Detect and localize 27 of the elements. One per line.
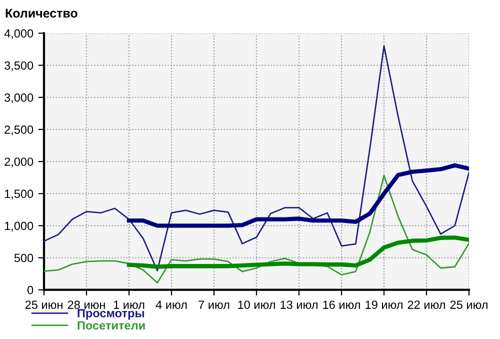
- legend-label: Посетители: [78, 321, 145, 330]
- x-tick-label: 25 июл: [450, 300, 488, 309]
- y-tick-label: 2,000: [4, 158, 34, 168]
- x-tick-label: 25 июн: [25, 300, 62, 309]
- line-series: [126, 163, 469, 228]
- legend-label: Просмотры: [78, 309, 144, 320]
- line-series: [44, 45, 469, 272]
- x-tick-label: 22 июл: [408, 300, 445, 309]
- line-series: [44, 174, 469, 284]
- x-tick-label: 28 июн: [68, 300, 105, 309]
- line-series: [126, 235, 469, 269]
- x-tick-label: 16 июл: [323, 300, 360, 309]
- y-axis-title: Количество: [6, 8, 78, 18]
- y-tick-label: 0: [27, 286, 34, 294]
- x-tick-label: 1 июл: [114, 300, 144, 309]
- y-tick-label: 500: [14, 254, 34, 262]
- x-tick-label: 7 июл: [198, 300, 230, 309]
- y-tick-label: 3,000: [4, 93, 34, 104]
- x-tick-label: 4 июл: [156, 300, 187, 309]
- x-tick-label: 10 июл: [238, 300, 275, 309]
- x-tick-label: 13 июл: [280, 300, 318, 309]
- y-tick-label: 1,500: [4, 190, 34, 200]
- x-tick-label: 19 июл: [366, 300, 402, 309]
- y-tick-label: 3,500: [4, 61, 34, 72]
- y-tick-label: 2,500: [4, 125, 34, 136]
- y-tick-label: 1,000: [4, 222, 34, 232]
- y-tick-label: 4,000: [4, 29, 34, 40]
